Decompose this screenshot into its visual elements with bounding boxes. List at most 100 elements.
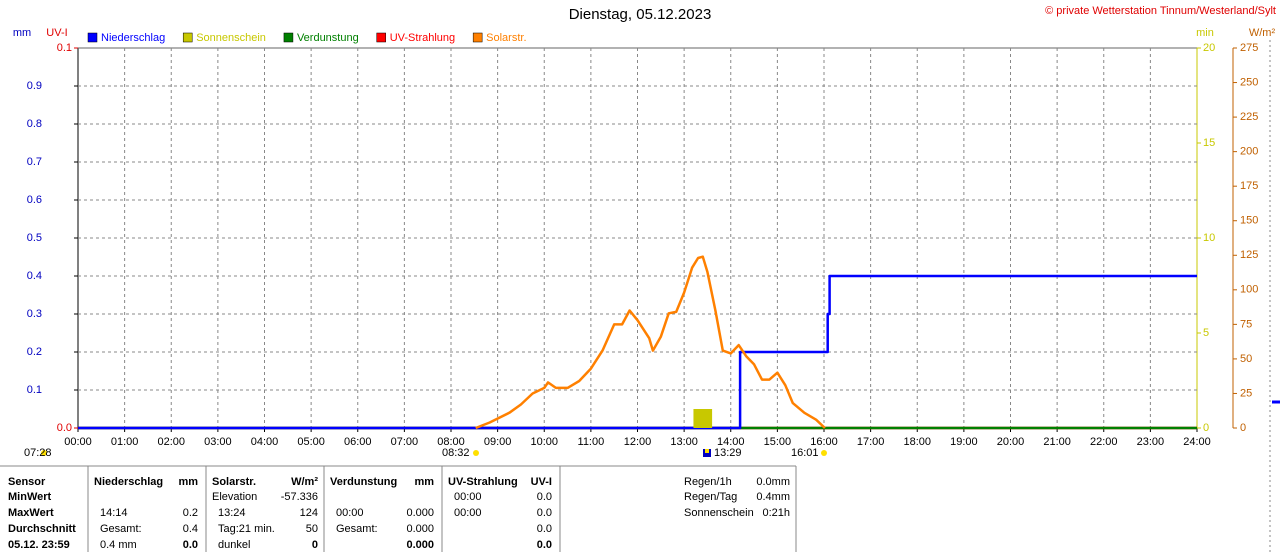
column-header: Verdunstung — [330, 476, 397, 488]
sun-max-icon-part — [705, 449, 709, 453]
cell-value: 0.2 — [183, 507, 198, 519]
cell-value: 50 — [306, 523, 318, 535]
copyright: © private Wetterstation Tinnum/Westerlan… — [1045, 5, 1276, 17]
uv-axis-label: UV-I — [46, 27, 67, 39]
cell-label: Gesamt: — [336, 523, 378, 535]
x-tick-label: 24:00 — [1183, 436, 1211, 448]
y-tick-label: 0.2 — [27, 346, 42, 358]
cell-label: 00:00 — [336, 507, 364, 519]
x-tick-label: 18:00 — [903, 436, 931, 448]
legend-swatch — [472, 32, 483, 43]
y-tick-label: 0.1 — [27, 384, 42, 396]
cell-value: 0.0 — [183, 539, 198, 551]
bar — [693, 409, 713, 428]
summary-value: 0.0mm — [756, 476, 790, 488]
column-header: Solarstr. — [212, 476, 256, 488]
y2-tick-label: 5 — [1203, 327, 1209, 339]
row-head: MinWert — [8, 491, 52, 503]
y3-tick-label: 125 — [1240, 249, 1258, 261]
column-unit: mm — [414, 476, 434, 488]
y2-axis-label: min — [1196, 27, 1214, 39]
event-label: 16:01 — [791, 447, 819, 459]
y3-tick-label: 225 — [1240, 111, 1258, 123]
cell-label: Tag:21 min. — [218, 523, 275, 535]
cell-label: Gesamt: — [100, 523, 142, 535]
x-tick-label: 10:00 — [530, 436, 558, 448]
legend-swatch — [376, 32, 386, 43]
uv-tick-label: 0.0 — [57, 422, 72, 434]
legend-swatch — [283, 32, 294, 43]
y-axis-label: mm — [13, 27, 31, 39]
y3-tick-label: 75 — [1240, 318, 1252, 330]
y3-tick-label: 250 — [1240, 76, 1258, 88]
y2-tick-label: 15 — [1203, 137, 1215, 149]
cell-value: 0.000 — [406, 539, 434, 551]
x-tick-label: 08:00 — [437, 436, 465, 448]
y3-tick-label: 50 — [1240, 353, 1252, 365]
legend-label: Niederschlag — [101, 32, 165, 44]
x-tick-label: 12:00 — [624, 436, 652, 448]
legend-label: Verdunstung — [297, 32, 359, 44]
x-tick-label: 23:00 — [1137, 436, 1165, 448]
summary-label: Sonnenschein — [684, 507, 754, 519]
y2-tick-label: 20 — [1203, 42, 1215, 54]
x-tick-label: 22:00 — [1090, 436, 1118, 448]
cell-value: 0.000 — [406, 523, 434, 535]
y3-tick-label: 275 — [1240, 42, 1258, 54]
event-label: 13:29 — [714, 447, 742, 459]
x-tick-label: 16:00 — [810, 436, 838, 448]
x-tick-label: 13:00 — [670, 436, 698, 448]
stats-table: Sensor MinWert MaxWert Durchschnitt 05.12. 2… — [0, 465, 797, 552]
summary-label: Regen/1h — [684, 476, 732, 488]
y3-tick-label: 25 — [1240, 387, 1252, 399]
column-header: UV-Strahlung — [448, 476, 518, 488]
cell-value: -57.336 — [281, 491, 318, 503]
x-tick-label: 11:00 — [578, 436, 605, 448]
y3-axis-label: W/m² — [1249, 27, 1276, 39]
y3-tick-label: 200 — [1240, 146, 1258, 158]
cell-value: 124 — [300, 507, 318, 519]
x-tick-label: 20:00 — [997, 436, 1025, 448]
cell-value: 0.0 — [537, 507, 552, 519]
y-tick-label: 0.3 — [27, 308, 42, 320]
x-tick-label: 03:00 — [204, 436, 232, 448]
cell-value: 0.0 — [537, 491, 552, 503]
x-tick-label: 07:00 — [391, 436, 419, 448]
chart-title: Dienstag, 05.12.2023 — [569, 6, 712, 23]
y-tick-label: 0.5 — [27, 232, 42, 244]
row-head: Durchschnitt — [8, 523, 76, 535]
sunset-icon — [821, 450, 827, 456]
x-tick-label: 17:00 — [857, 436, 885, 448]
x-tick-label: 14:00 — [717, 436, 745, 448]
cell-value: 0 — [312, 539, 318, 551]
x-tick-label: 06:00 — [344, 436, 372, 448]
row-head: 05.12. 23:59 — [8, 539, 70, 551]
event-label: 07:28 — [24, 447, 52, 459]
y2-tick-label: 0 — [1203, 422, 1209, 434]
summary-value: 0:21h — [762, 507, 790, 519]
cell-label: 14:14 — [100, 507, 128, 519]
sun-icon — [473, 450, 479, 456]
legend-label: Sonnenschein — [196, 32, 266, 44]
y-tick-label: 0.9 — [27, 80, 42, 92]
row-head: Sensor — [8, 476, 46, 488]
x-tick-label: 09:00 — [484, 436, 512, 448]
legend-swatch — [87, 32, 98, 43]
cell-value: 0.0 — [537, 523, 552, 535]
uv-tick-label: 0.1 — [57, 42, 72, 54]
y-tick-label: 0.7 — [27, 156, 42, 168]
x-tick-label: 04:00 — [251, 436, 279, 448]
y-tick-label: 0.8 — [27, 118, 42, 130]
cell-value: 0.000 — [406, 507, 434, 519]
y-tick-label: 0.6 — [27, 194, 42, 206]
cell-label: 13:24 — [218, 507, 246, 519]
legend-swatch — [182, 32, 193, 43]
cell-label: 0.4 mm — [100, 539, 137, 551]
column-unit: W/m² — [291, 476, 318, 488]
column-unit: mm — [178, 476, 198, 488]
event-label: 08:32 — [442, 447, 470, 459]
column-unit: UV-I — [531, 476, 552, 488]
y2-tick-label: 10 — [1203, 232, 1215, 244]
cell-label: 00:00 — [454, 491, 482, 503]
